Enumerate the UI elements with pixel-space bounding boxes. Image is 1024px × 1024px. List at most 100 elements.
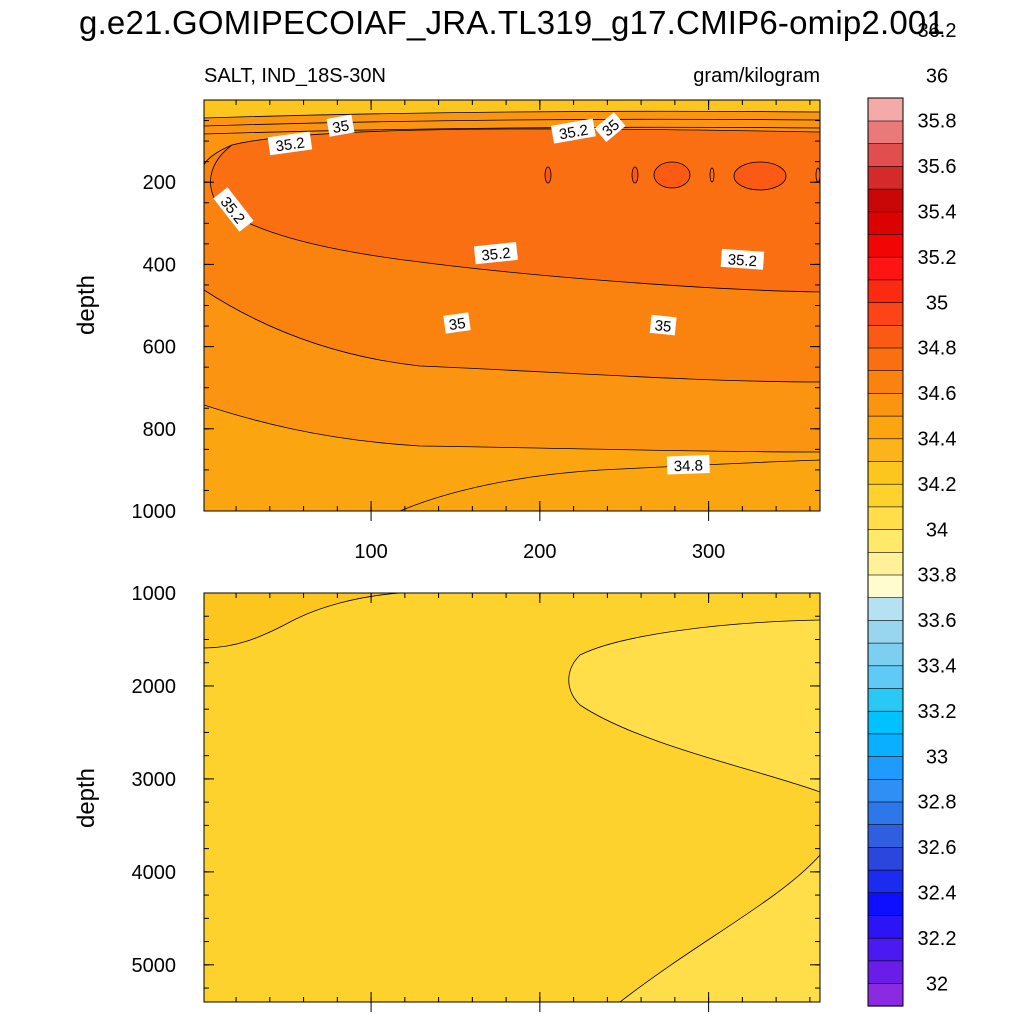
colorbar-label: 33.4 — [918, 656, 957, 678]
contour-line — [204, 118, 820, 127]
colorbar-swatch — [867, 415, 904, 440]
contour-label-box — [720, 248, 765, 270]
colorbar-swatch — [867, 778, 904, 803]
contour-line — [204, 126, 820, 135]
contour-label: 35 — [594, 112, 626, 143]
colorbar-label: 32.2 — [918, 928, 957, 950]
band-surface-fresh — [204, 100, 820, 118]
colorbar-swatch — [867, 642, 904, 667]
y-tick-label: 2000 — [132, 676, 177, 698]
colorbar-swatch — [867, 574, 904, 599]
colorbar-swatch — [867, 801, 904, 826]
colorbar-label: 32 — [926, 973, 948, 995]
colorbar-swatch — [867, 755, 904, 780]
contour-label: 35 — [443, 312, 471, 334]
y-tick-label: 400 — [143, 254, 176, 276]
salinity-core-4 — [632, 167, 638, 183]
contour-label-text: 34.8 — [673, 457, 703, 475]
colorbar: 32 32.2 32.4 32.6 32.8 33 33.2 33.4 33.6 33.8 34 34… — [867, 20, 957, 1007]
contour-label-box — [443, 312, 471, 334]
band-34-85-deep — [204, 593, 400, 648]
colorbar-frame — [867, 97, 904, 1007]
contour-label-box — [666, 455, 710, 475]
colorbar-swatch — [867, 551, 904, 576]
contour-label: 35.2 — [267, 131, 313, 156]
colorbar-label: 34 — [926, 519, 948, 541]
colorbar-label: 34.4 — [918, 429, 957, 451]
colorbar-swatch — [867, 438, 904, 462]
colorbar-swatch — [867, 597, 904, 621]
colorbar-swatch — [867, 914, 904, 939]
colorbar-swatch — [867, 143, 904, 167]
contour-line — [204, 404, 820, 453]
colorbar-swatch — [867, 619, 904, 644]
upper-left-string: SALT, IND_18S-30N — [204, 65, 386, 87]
colorbar-swatch — [867, 892, 904, 916]
band-34-7-bottom — [620, 855, 820, 1002]
contour-label-box — [326, 114, 355, 137]
contour-line — [210, 144, 820, 293]
colorbar-swatch — [867, 846, 904, 871]
colorbar-swatch — [867, 869, 904, 894]
colorbar-swatch — [867, 665, 904, 689]
colorbar-label: 34.6 — [918, 383, 957, 405]
colorbar-swatch — [867, 301, 904, 326]
colorbar-swatch — [867, 392, 904, 417]
colorbar-label: 35.4 — [918, 202, 957, 224]
y-tick-label: 600 — [143, 337, 176, 359]
y-tick-label: 1000 — [132, 501, 177, 523]
colorbar-label: 33.6 — [918, 610, 957, 632]
contour-line — [709, 167, 715, 183]
contour-line — [204, 593, 401, 649]
lower-ylabel: depth — [73, 768, 100, 828]
contour-label-box — [594, 112, 626, 143]
colorbar-label: 33.8 — [918, 565, 957, 587]
x-tick-label: 200 — [523, 541, 556, 563]
band-surface — [204, 100, 820, 165]
colorbar-swatch — [867, 483, 904, 508]
colorbar-swatch — [867, 324, 904, 349]
colorbar-swatch — [867, 710, 904, 735]
contour-label: 35.2 — [550, 118, 596, 144]
colorbar-swatch — [867, 97, 904, 122]
colorbar-swatch — [867, 188, 904, 213]
contour-label-text: 35.2 — [274, 134, 305, 155]
contour-line — [544, 166, 552, 184]
contour-label-box — [267, 131, 313, 156]
colorbar-swatch — [867, 960, 904, 984]
colorbar-swatch — [867, 460, 904, 485]
lower-axis-ticks: 1000 2000 3000 4000 5000 — [132, 583, 820, 1012]
colorbar-swatch — [867, 120, 904, 144]
contour-label: 35.2 — [720, 248, 765, 270]
colorbar-label: 32.4 — [918, 883, 957, 905]
contour-label: 35 — [326, 114, 355, 137]
contour-label: 35 — [649, 314, 677, 336]
salinity-core-1 — [654, 162, 690, 188]
contour-label-box — [649, 314, 677, 336]
upper-ylabel: depth — [73, 275, 100, 335]
colorbar-label: 34.8 — [918, 338, 957, 360]
colorbar-label: 35.2 — [918, 247, 957, 269]
lower-contour-lines — [204, 593, 820, 1002]
y-tick-label: 3000 — [132, 769, 177, 791]
y-tick-label: 4000 — [132, 862, 177, 884]
colorbar-swatch — [867, 937, 904, 962]
y-tick-label: 800 — [143, 419, 176, 441]
contour-line — [204, 289, 820, 383]
colorbar-swatch — [867, 687, 904, 712]
contour-label-box — [213, 187, 254, 232]
figure-title: g.e21.GOMIPECOIAF_JRA.TL319_g17.CMIP6-om… — [79, 4, 945, 41]
colorbar-swatch — [867, 506, 904, 530]
band-34-7-deep — [568, 620, 820, 792]
colorbar-label: 34.2 — [918, 474, 957, 496]
colorbar-label: 35 — [926, 292, 948, 314]
contour-label-text: 35 — [654, 317, 672, 336]
y-tick-label: 1000 — [132, 583, 177, 605]
contour-label: 35.2 — [473, 241, 518, 265]
colorbar-swatch — [867, 233, 904, 258]
lower-contour-fill — [204, 593, 820, 1002]
contour-label-text: 35 — [331, 117, 350, 137]
